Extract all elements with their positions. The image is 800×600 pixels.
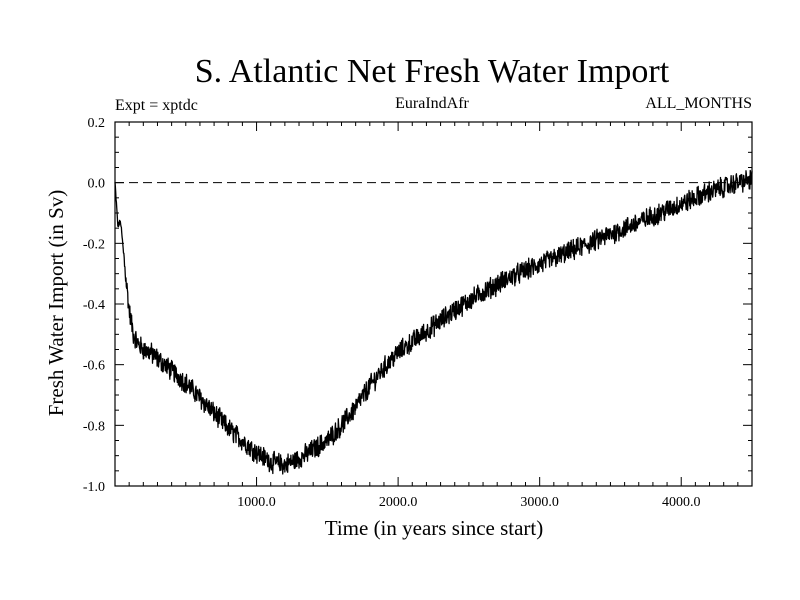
x-tick-label: 4000.0 <box>662 495 701 510</box>
subtitle-right: ALL_MONTHS <box>645 95 752 112</box>
x-tick-label: 3000.0 <box>520 495 559 510</box>
series-line <box>114 169 753 475</box>
y-tick-label: 0.0 <box>88 177 106 192</box>
plot-area <box>114 121 753 487</box>
y-axis-label: Fresh Water Import (in Sv) <box>44 190 68 417</box>
x-tick-label: 1000.0 <box>237 495 276 510</box>
y-tick-label: -0.6 <box>83 359 105 374</box>
x-axis-label: Time (in years since start) <box>325 516 544 540</box>
y-tick-label: 0.2 <box>88 116 106 131</box>
x-tick-label: 2000.0 <box>379 495 418 510</box>
subtitle-left: Expt = xptdc <box>115 97 198 114</box>
series-layer <box>114 169 753 475</box>
y-axis: 0.2 0.0 -0.2 -0.4 -0.6 -0.8 -1.0 <box>83 116 752 495</box>
subtitle-center: EuraIndAfr <box>395 95 469 112</box>
y-tick-label: -0.8 <box>83 419 105 434</box>
chart-title: S. Atlantic Net Fresh Water Import <box>195 53 670 90</box>
y-tick-label: -0.2 <box>83 237 105 252</box>
y-tick-label: -0.4 <box>83 298 105 313</box>
y-tick-label: -1.0 <box>83 480 105 495</box>
x-axis: 1000.0 2000.0 3000.0 4000.0 <box>128 122 739 510</box>
plot-frame <box>114 121 753 487</box>
